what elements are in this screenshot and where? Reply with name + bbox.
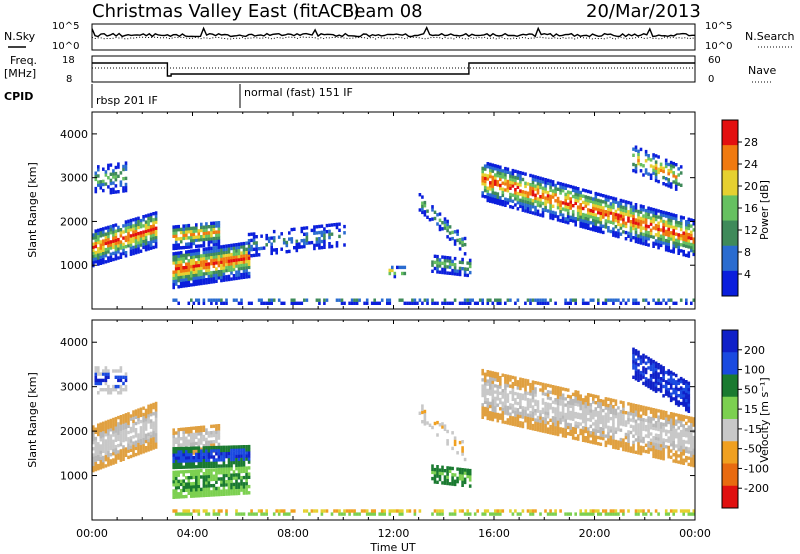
- colorbar-tick-label: 16: [744, 202, 758, 215]
- freq-label-line1: Freq.: [10, 54, 37, 67]
- yaxis-tick-label: 1000: [60, 259, 88, 272]
- yaxis-tick-label: 3000: [60, 172, 88, 185]
- velocity-colorbar: 200 100 50 15 -15 -50 -100 -200: [721, 329, 769, 509]
- ns-top-right: 10^5: [705, 21, 732, 32]
- colorbar-tick-label: 4: [744, 268, 751, 281]
- colorbar-swatch: [722, 441, 738, 464]
- nave-top-tick: 60: [708, 55, 721, 66]
- velocity-ylabel: Slant Range [km]: [26, 372, 39, 468]
- cpid-label-normal: normal (fast) 151 IF: [244, 86, 353, 99]
- power-panel: 1000 2000 3000 4000 Slant Range [km]: [26, 111, 696, 310]
- yaxis-tick-label: 2000: [60, 215, 88, 228]
- velocity-colorbar-label: Velocity [m s⁻¹]: [758, 377, 771, 462]
- colorbar-tick-label: -100: [744, 462, 769, 475]
- power-yaxis: 1000 2000 3000 4000: [60, 128, 695, 272]
- xaxis-label: Time UT: [369, 541, 415, 554]
- freq-bot-tick: 8: [66, 74, 72, 85]
- colorbar-tick-label: -50: [744, 443, 762, 456]
- colorbar-swatch: [722, 396, 738, 420]
- colorbar-tick-label: -15: [744, 423, 762, 436]
- colorbar-tick-label: 24: [744, 158, 758, 171]
- xaxis-tick-label: 12:00: [378, 527, 410, 540]
- freq-label-line2: [MHz]: [4, 67, 36, 80]
- cpid-label: CPID: [4, 90, 33, 103]
- colorbar-tick-label: 200: [744, 344, 765, 357]
- colorbar-tick-label: 50: [744, 383, 758, 396]
- colorbar-tick-label: 100: [744, 364, 765, 377]
- yaxis-tick-label: 1000: [60, 470, 88, 483]
- colorbar-swatch: [722, 463, 738, 487]
- ns-bot-left: 10^0: [52, 41, 79, 52]
- colorbar-tick-label: 8: [744, 246, 751, 259]
- velocity-panel: 1000 2000 3000 4000 Slant Range [km]: [26, 319, 696, 521]
- ns-bot-right: 10^0: [705, 41, 732, 52]
- beam-label: Beam 08: [342, 1, 423, 22]
- yaxis-tick-label: 4000: [60, 128, 88, 141]
- colorbar-swatch: [722, 330, 738, 353]
- date-label: 20/Mar/2013: [586, 1, 701, 22]
- colorbar-swatch: [722, 270, 738, 297]
- nsky-label: N.Sky: [4, 30, 36, 43]
- power-colorbar-label: Power [dB]: [758, 180, 771, 240]
- ns-top-left: 10^5: [52, 21, 79, 32]
- colorbar-tick-label: 15: [744, 403, 758, 416]
- power-ylabel: Slant Range [km]: [26, 162, 39, 258]
- colorbar-swatch: [722, 352, 738, 375]
- cpid-label-rbsp: rbsp 201 IF: [96, 94, 158, 107]
- colorbar-swatch: [722, 245, 738, 272]
- freq-panel: Freq. [MHz] 18 8 60 0 Nave: [4, 54, 776, 85]
- frequency-line: [92, 62, 695, 77]
- xaxis-tick-label: 00:00: [679, 527, 711, 540]
- time-axis: 00:00 04:00 08:00 12:00 16:00 20:00 00:00: [76, 112, 711, 540]
- noise-panel: N.Sky 10^5 10^0 10^5 10^0 N.Search: [4, 21, 795, 52]
- noise-panel-frame: [91, 23, 696, 51]
- cpid-row: CPID rbsp 201 IF normal (fast) 151 IF: [4, 84, 353, 108]
- colorbar-swatch: [722, 485, 738, 509]
- colorbar-tick-label: 20: [744, 180, 758, 193]
- velocity-data: [92, 347, 696, 516]
- xaxis-tick-label: 00:00: [76, 527, 108, 540]
- xaxis-tick-label: 04:00: [177, 527, 209, 540]
- freq-panel-frame: [91, 55, 696, 83]
- nave-bot-tick: 0: [708, 74, 714, 85]
- xaxis-tick-label: 20:00: [579, 527, 611, 540]
- nave-label: Nave: [748, 64, 776, 77]
- colorbar-tick-label: 28: [744, 136, 758, 149]
- power-data: [92, 145, 696, 305]
- colorbar-swatch: [722, 195, 738, 222]
- colorbar-swatch: [722, 170, 738, 196]
- yaxis-tick-label: 4000: [60, 336, 88, 349]
- freq-top-tick: 18: [62, 55, 75, 66]
- colorbar-swatch: [722, 145, 738, 171]
- xaxis-tick-label: 16:00: [478, 527, 510, 540]
- velocity-yaxis: 1000 2000 3000 4000: [60, 336, 695, 483]
- noise-search-line: [91, 36, 696, 40]
- noise-sky-line: [91, 26, 695, 38]
- xaxis-tick-label: 08:00: [277, 527, 309, 540]
- power-colorbar: 4 8 12 16 20 24 28: [721, 119, 758, 297]
- colorbar-swatch: [722, 220, 738, 247]
- colorbar-swatch: [722, 120, 738, 146]
- yaxis-tick-label: 3000: [60, 381, 88, 394]
- colorbar-tick-label: 12: [744, 224, 758, 237]
- station-title: Christmas Valley East (fitACF): [92, 1, 360, 22]
- colorbar-tick-label: -200: [744, 482, 769, 495]
- nsearch-label: N.Search: [745, 30, 795, 43]
- colorbar-swatch: [722, 374, 738, 398]
- yaxis-tick-label: 2000: [60, 425, 88, 438]
- colorbar-swatch: [722, 419, 738, 442]
